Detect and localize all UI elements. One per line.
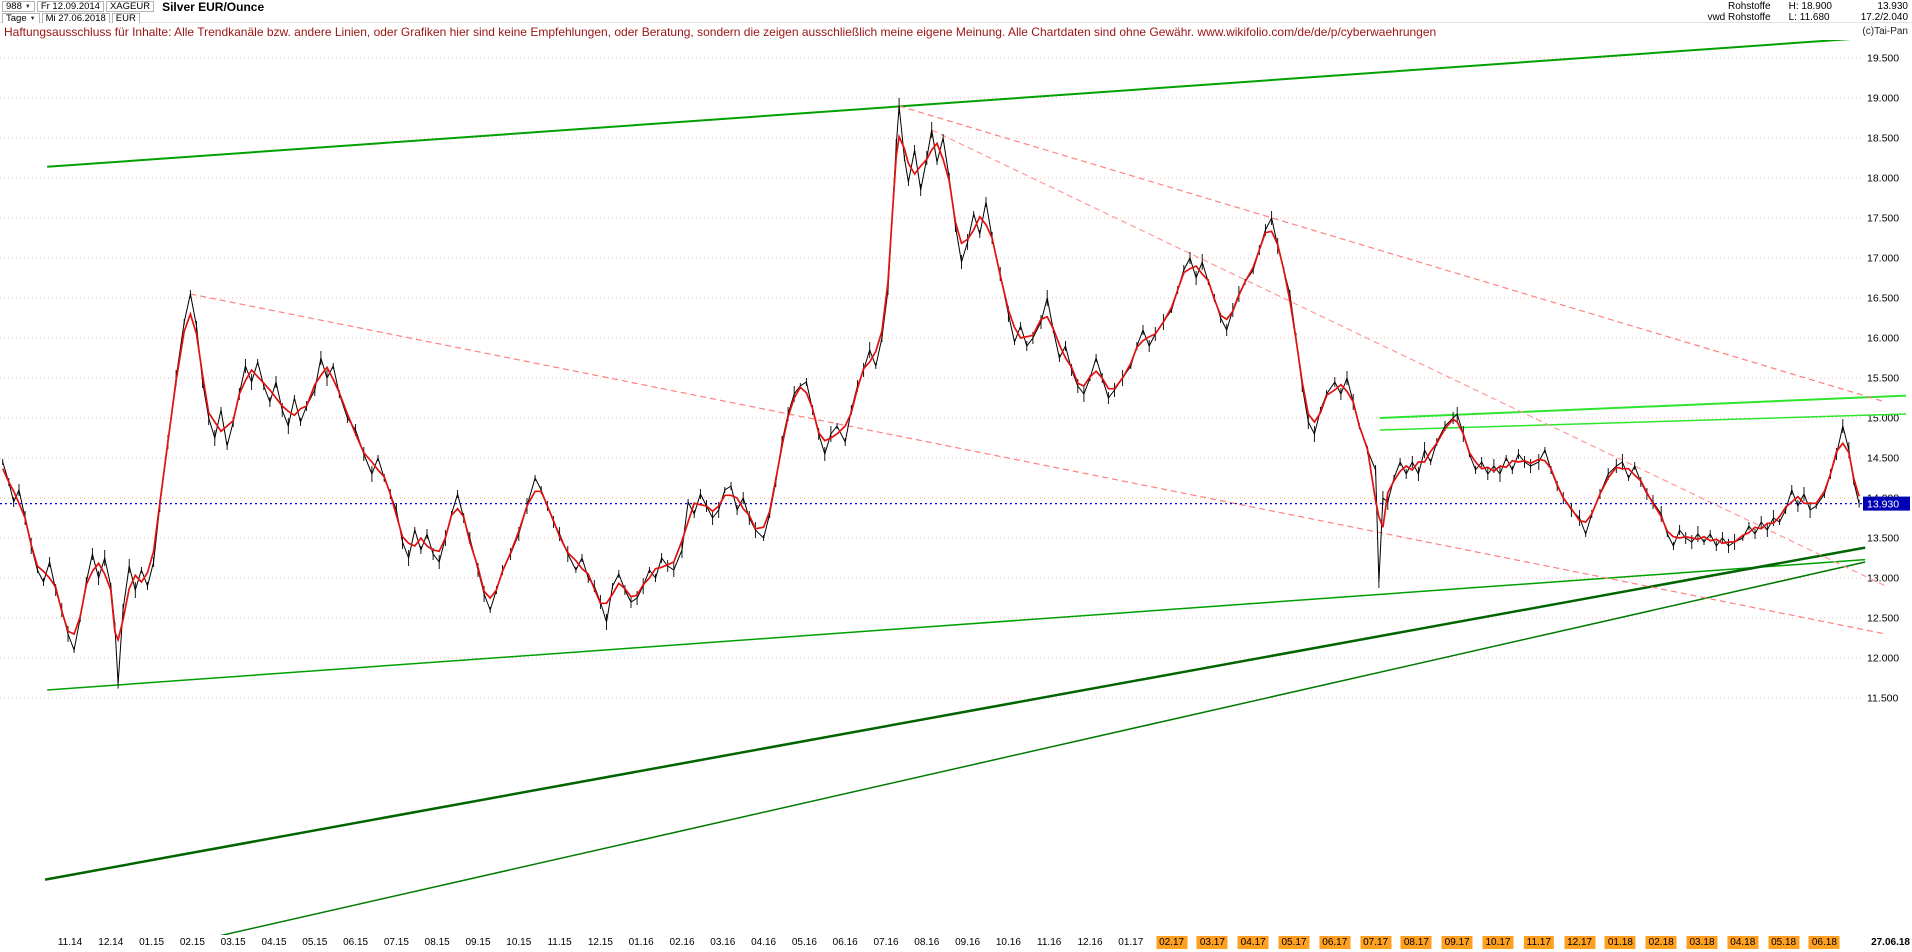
green-channel-bottom-line — [47, 558, 1866, 691]
x-axis-label: 10.16 — [995, 937, 1021, 948]
x-axis-label: 07.16 — [873, 937, 899, 948]
chart-title: Silver EUR/Ounce — [162, 0, 265, 14]
x-axis-label: 05.16 — [791, 937, 817, 948]
y-axis-label: 13.500 — [1867, 533, 1899, 545]
x-axis-label: 06.16 — [832, 937, 858, 948]
x-axis-label: 10.17 — [1482, 936, 1514, 949]
y-axis-label: 14.500 — [1867, 453, 1899, 465]
x-axis-label: 09.16 — [955, 937, 981, 948]
x-axis-label: 08.17 — [1400, 936, 1432, 949]
x-axis-label: 02.17 — [1156, 936, 1188, 949]
x-axis-label: 06.18 — [1808, 936, 1840, 949]
y-axis-label: 18.000 — [1867, 173, 1899, 185]
y-axis-label: 17.000 — [1867, 253, 1899, 265]
y-axis-label: 13.000 — [1867, 573, 1899, 585]
x-axis-label: 05.17 — [1278, 936, 1310, 949]
last-price-tag — [1863, 496, 1910, 511]
red-downtrend-from-2016-high — [898, 105, 1886, 403]
toolbar: 988 ▼ Fr 12.09.2014 XAGEUR Silver EUR/Oun… — [0, 0, 1912, 25]
dark-green-support-line-2 — [149, 561, 1866, 952]
x-axis-label: 01.18 — [1604, 936, 1636, 949]
toolbar-left: 988 ▼ Fr 12.09.2014 XAGEUR Silver EUR/Oun… — [0, 0, 264, 25]
x-axis-label: 08.16 — [914, 937, 940, 948]
x-axis-label: 09.15 — [465, 937, 491, 948]
disclaimer-row: Haftungsausschluss für Inhalte: Alle Tre… — [0, 23, 1912, 40]
y-axis-label: 12.000 — [1867, 653, 1899, 665]
x-axis-label: 06.15 — [343, 937, 369, 948]
dark-green-support-line-1 — [44, 546, 1866, 881]
y-axis-label: 19.500 — [1867, 53, 1899, 65]
x-axis-label: 12.15 — [587, 937, 613, 948]
chevron-down-icon: ▼ — [29, 15, 36, 22]
y-axis-label: 16.500 — [1867, 293, 1899, 305]
x-axis-label: 09.17 — [1441, 936, 1473, 949]
x-axis-label: 02.18 — [1645, 936, 1677, 949]
y-axis-label: 16.000 — [1867, 333, 1899, 345]
x-axis-label: 12.14 — [98, 937, 124, 948]
price-series-red-overlay — [1, 133, 1860, 643]
source-label: vwd Rohstoffe — [1707, 12, 1771, 23]
x-axis-label: 11.14 — [57, 937, 83, 948]
bars-count-dropdown[interactable]: 988 ▼ — [2, 1, 35, 12]
bright-green-resistance-2 — [1379, 413, 1907, 431]
low-label: L: 11.680 — [1788, 12, 1830, 23]
x-axis-label: 11.15 — [547, 937, 572, 948]
quote-info: Rohstoffe H: 18.900 13.930 vwd Rohstoffe… — [1707, 0, 1912, 23]
last-price-tag-label: 13.930 — [1867, 499, 1899, 511]
y-axis-label: 18.500 — [1867, 133, 1899, 145]
bars-count-value: 988 — [6, 0, 22, 12]
x-axis-label: 06.17 — [1319, 936, 1351, 949]
x-axis-label: 07.15 — [383, 937, 409, 948]
category-label: Rohstoffe — [1728, 1, 1771, 12]
x-axis-label: 11.16 — [1037, 937, 1062, 948]
x-axis-label: 02.16 — [669, 937, 695, 948]
x-axis: 27.06.18 11.14 12.14 01.15 02.15 03.15 04.15 0… — [0, 935, 1912, 952]
x-axis-label: 01.17 — [1118, 937, 1144, 948]
bright-green-resistance-1 — [1379, 394, 1907, 419]
x-axis-label: 03.18 — [1686, 936, 1718, 949]
copyright-label: (c)Tai-Pan — [1862, 26, 1908, 37]
x-axis-label: 05.15 — [302, 937, 328, 948]
disclaimer-text: Haftungsausschluss für Inhalte: Alle Tre… — [4, 24, 1437, 39]
x-axis-label: 10.15 — [506, 937, 532, 948]
x-axis-label: 07.17 — [1360, 936, 1392, 949]
x-axis-label: 08.15 — [424, 937, 450, 948]
x-axis-label: 04.15 — [261, 937, 287, 948]
green-channel-top-line — [47, 37, 1866, 168]
period-value: Tage — [6, 12, 27, 24]
chevron-down-icon: ▼ — [24, 3, 31, 10]
x-axis-label: 04.17 — [1237, 936, 1269, 949]
x-axis-label: 01.15 — [139, 937, 165, 948]
y-axis-label: 12.500 — [1867, 613, 1899, 625]
last-price-header: 13.930 — [1877, 1, 1908, 12]
x-axis-label: 11.17 — [1523, 936, 1554, 949]
y-axis-label: 17.500 — [1867, 213, 1899, 225]
x-axis-label: 12.16 — [1077, 937, 1103, 948]
price-series-line — [2, 105, 1860, 684]
x-axis-label: 04.16 — [751, 937, 777, 948]
toolbar-row-1: 988 ▼ Fr 12.09.2014 XAGEUR Silver EUR/Oun… — [2, 0, 265, 14]
x-axis-label: 02.15 — [179, 937, 205, 948]
x-axis-label: 05.18 — [1768, 936, 1800, 949]
red-downtrend-from-2015-high — [190, 293, 1886, 635]
y-axis-label: 11.500 — [1867, 693, 1898, 705]
red-downtrend-inner — [931, 129, 1886, 587]
change-label: 17.2/2.040 — [1860, 12, 1908, 23]
start-date-field[interactable]: Fr 12.09.2014 — [36, 1, 104, 12]
x-axis-label: 03.16 — [710, 937, 736, 948]
x-axis-label: 12.17 — [1564, 936, 1596, 949]
x-axis-label: 04.18 — [1727, 936, 1759, 949]
x-axis-label: 01.16 — [628, 937, 654, 948]
y-axis-label: 19.000 — [1867, 93, 1899, 105]
high-label: H: 18.900 — [1788, 1, 1832, 12]
symbol-field[interactable]: XAGEUR — [105, 1, 155, 12]
x-axis-label: 03.17 — [1196, 936, 1228, 949]
y-axis-label: 15.500 — [1867, 373, 1899, 385]
x-axis-end-label: 27.06.18 — [1871, 937, 1910, 948]
x-axis-label: 03.15 — [220, 937, 246, 948]
